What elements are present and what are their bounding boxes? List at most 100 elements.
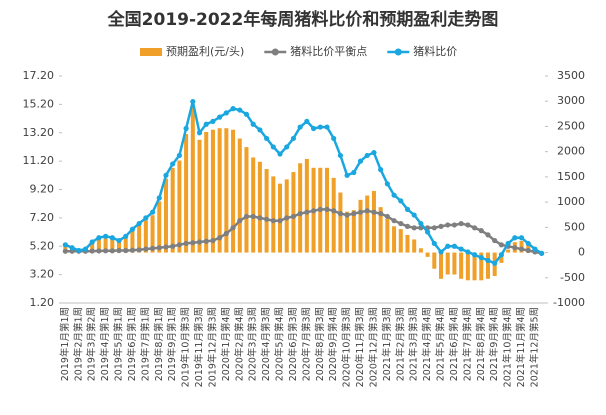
point [203,121,209,127]
y-tick-label: 11.20 [23,154,55,167]
point [76,247,82,254]
x-tick-label: 2019年2月第1周 [72,307,84,381]
point [512,235,518,241]
bar [378,207,383,253]
x-tick-label: 2021年11月第4周 [515,307,527,387]
point [116,247,122,254]
point [364,152,370,159]
point [149,245,156,251]
bar [177,160,182,253]
point [69,245,75,251]
point [196,239,203,245]
point [525,247,531,254]
bar [184,134,189,253]
bar [90,243,95,253]
point [230,225,236,231]
point [170,243,176,249]
bar [392,226,397,253]
point [129,226,136,232]
y2-tick-label: -500 [560,271,585,284]
x-tick-label: 2020年5月第4周 [274,307,286,381]
point [103,248,109,254]
x-tick-label: 2020年12月第3周 [367,307,379,387]
x-tick-label: 2019年1月第1周 [59,307,71,381]
point [398,220,404,227]
x-tick-label: 2019年6月第1周 [126,307,138,381]
point [465,222,471,228]
x-tick-label: 2019年3月第2周 [86,307,98,381]
bar [143,220,148,253]
point [190,240,196,246]
bar [465,252,470,281]
bar [345,211,350,253]
x-tick-label: 2020年1月第4周 [220,307,232,381]
bar [210,129,215,253]
point [418,220,424,227]
point [136,220,142,227]
point [344,172,350,178]
x-tick-label: 2020年9月第4周 [327,307,339,381]
point [404,223,411,229]
point [123,247,129,254]
point [337,152,343,159]
y-tick-label: 9.20 [30,183,55,196]
legend-label: 猪料比价 [413,44,457,58]
point [492,237,498,244]
point [230,106,236,112]
x-tick-label: 2021年2月第3周 [394,307,406,381]
x-tick-label: 2019年4月第1周 [99,307,111,381]
point [304,209,310,215]
point [270,144,276,150]
point [96,235,102,241]
legend-marker [394,48,402,56]
point [518,235,525,241]
point [378,167,384,173]
bar [123,237,128,253]
y2-tick-label: -1000 [553,296,585,309]
bar [96,238,101,253]
bar [237,138,242,253]
point [324,124,330,130]
bar [304,158,309,253]
bar [439,252,444,279]
bar [405,234,410,253]
bar [251,157,256,253]
point [257,215,263,221]
point [237,218,243,224]
x-tick-label: 2019年10月第3周 [180,307,192,387]
x-tick-label: 2020年10月第3周 [341,307,353,387]
point [357,209,364,215]
point [331,208,337,214]
point [310,208,317,214]
point [478,228,484,234]
point [364,208,370,214]
y2-tick-label: 500 [564,220,585,233]
point [310,125,317,132]
point [391,192,397,198]
point [451,222,458,228]
y2-tick-label: 2500 [557,119,585,132]
bar [499,252,504,263]
point [156,195,162,201]
x-tick-label: 2021年3月第3周 [408,307,420,381]
y2-tick-label: 0 [578,246,585,259]
y-tick-label: 7.20 [30,211,55,224]
point [250,121,256,127]
point [62,242,68,248]
x-tick-label: 2020年2月第4周 [233,307,245,381]
point [96,248,102,254]
point [264,216,270,222]
bar [351,210,356,253]
bar [472,252,477,281]
legend-marker [271,48,279,56]
bar [298,163,303,253]
point [337,211,343,217]
point [404,206,411,212]
legend-label: 预期盈利(元/头) [166,45,244,58]
point [485,257,491,264]
point [143,246,149,252]
point [485,232,491,238]
bar [338,192,343,253]
